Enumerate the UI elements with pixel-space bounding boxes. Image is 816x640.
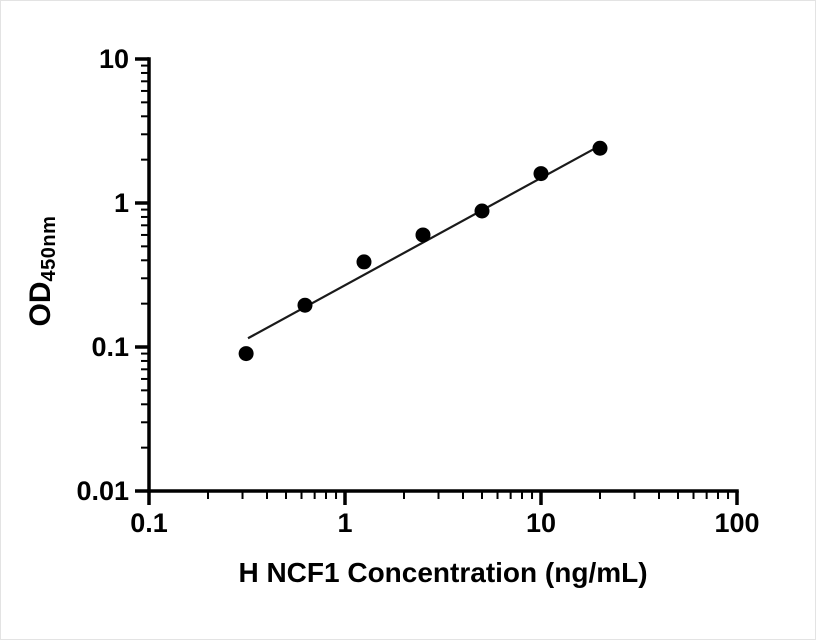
y-tick-label: 1	[114, 188, 129, 218]
data-point	[238, 346, 254, 362]
data-point	[356, 254, 372, 270]
x-axis-title: H NCF1 Concentration (ng/mL)	[238, 557, 648, 588]
y-axis-title: OD450nm	[19, 161, 63, 381]
y-tick-label: 0.1	[91, 332, 129, 362]
data-point	[415, 227, 431, 243]
data-point	[474, 203, 490, 219]
x-tick-label: 100	[714, 508, 759, 538]
y-tick-label: 0.01	[76, 476, 129, 506]
x-tick-label: 1	[337, 508, 352, 538]
y-tick-label: 10	[99, 44, 129, 74]
x-tick-label: 10	[526, 508, 556, 538]
y-axis-title-subscript: 450nm	[38, 215, 60, 282]
y-axis-title-main: OD	[24, 281, 57, 327]
x-tick-label: 0.1	[130, 508, 168, 538]
data-point	[592, 140, 608, 156]
data-point	[533, 166, 549, 182]
data-point	[297, 297, 313, 313]
